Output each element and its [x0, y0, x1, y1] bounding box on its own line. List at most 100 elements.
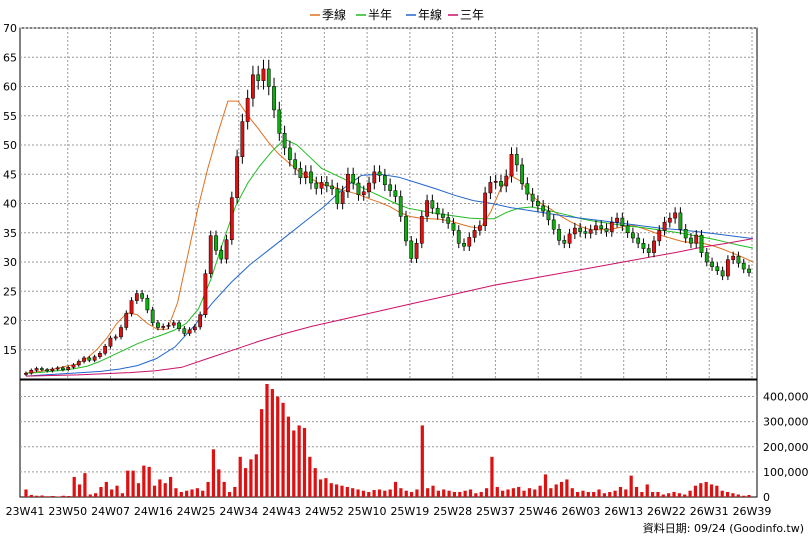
candle-body-135	[736, 255, 741, 264]
x-tick-label-9: 25W19	[390, 505, 429, 518]
price-tick-label-10: 65	[3, 51, 17, 64]
candle-body-24	[150, 309, 155, 324]
candle-body-37	[219, 250, 224, 260]
candle-body-132	[720, 270, 725, 277]
volume-bar-97	[543, 474, 548, 497]
volume-bar-50	[292, 430, 296, 497]
candle-body-21	[134, 293, 139, 301]
candle-body-110	[604, 228, 609, 232]
legend-label-2: 年線	[418, 7, 442, 22]
volume-bar-122	[677, 493, 681, 497]
candle-body-44	[256, 74, 261, 81]
candle-body-69	[388, 184, 393, 191]
volume-bar-59	[340, 485, 344, 497]
price-tick-label-6: 45	[3, 168, 17, 181]
candle-body-109	[599, 225, 604, 229]
volume-bar-92	[517, 486, 521, 497]
candle-body-65	[367, 182, 371, 193]
candle-body-118	[646, 248, 651, 253]
volume-bar-17	[115, 485, 119, 497]
x-tick-label-1: 23W50	[48, 505, 87, 518]
volume-bar-48	[281, 402, 285, 497]
volume-bar-2	[35, 495, 39, 497]
volume-bar-8	[67, 495, 71, 497]
volume-bar-135	[747, 494, 751, 497]
volume-bar-37	[222, 481, 226, 497]
series-line-2	[25, 173, 754, 377]
volume-bar-34	[206, 481, 210, 497]
volume-y-axis: 0 100,000 200,000 300,000 400,000	[763, 391, 808, 504]
candle-body-17	[113, 336, 118, 339]
candle-body-40	[235, 156, 239, 198]
volume-bar-24	[152, 485, 157, 497]
volume-bar-7	[61, 495, 66, 497]
candle-body-73	[409, 240, 414, 259]
candle-body-82	[456, 230, 461, 244]
volume-bar-41	[243, 468, 248, 497]
x-tick-label-14: 26W13	[604, 505, 643, 518]
candle-body-39	[229, 197, 234, 241]
volume-bar-115	[640, 491, 644, 497]
candle-body-14	[97, 353, 102, 358]
candle-body-81	[451, 223, 456, 231]
volume-bar-70	[399, 488, 403, 497]
volume-bar-112	[624, 489, 628, 497]
volume-panel	[19, 379, 758, 498]
x-tick-label-6: 24W43	[262, 505, 301, 518]
volume-bar-33	[201, 490, 205, 497]
volume-tick-label-0: 0	[763, 491, 770, 504]
legend-label-3: 三年	[460, 8, 484, 22]
candle-body-41	[240, 121, 245, 157]
candle-body-137	[747, 268, 751, 273]
candle-body-36	[214, 235, 218, 251]
x-tick-label-10: 25W28	[433, 505, 472, 518]
x-tick-label-17: 26W39	[733, 505, 772, 518]
candle-body-120	[657, 230, 662, 242]
candle-body-16	[108, 337, 113, 347]
candle-body-10	[76, 361, 81, 366]
volume-bar-55	[318, 479, 323, 497]
volume-bar-113	[629, 475, 633, 497]
volume-bar-125	[693, 485, 698, 497]
volume-tick-label-3: 300,000	[763, 416, 808, 429]
price-tick-label-8: 55	[3, 110, 17, 123]
candle-body-68	[382, 175, 387, 186]
candle-body-48	[277, 109, 282, 134]
candle-body-99	[546, 210, 551, 221]
volume-bar-103	[576, 491, 580, 497]
volume-bar-131	[725, 491, 730, 497]
volume-tick-label-2: 200,000	[763, 441, 808, 454]
volume-bar-124	[688, 490, 692, 497]
candle-body-38	[224, 239, 229, 260]
candle-body-74	[414, 243, 419, 259]
volume-bar-116	[645, 484, 649, 497]
volume-bar-133	[736, 494, 740, 497]
candle-body-75	[419, 216, 424, 244]
x-tick-label-16: 26W31	[690, 505, 729, 518]
candle-body-11	[82, 357, 86, 362]
candle-body-2	[34, 368, 39, 371]
legend-label-0: 季線	[322, 7, 346, 22]
x-tick-label-4: 24W25	[177, 505, 216, 518]
volume-bar-95	[533, 489, 537, 497]
candle-body-87	[483, 192, 488, 226]
volume-bar-13	[94, 493, 98, 497]
volume-bar-1	[29, 494, 33, 497]
volume-bar-47	[276, 396, 280, 497]
candle-body-72	[404, 216, 408, 242]
volume-bar-83	[468, 489, 473, 497]
volume-bar-134	[742, 495, 746, 497]
volume-bar-130	[720, 490, 724, 497]
candle-body-35	[208, 235, 213, 274]
candle-body-52	[298, 168, 303, 179]
candle-body-112	[615, 217, 619, 223]
legend: 季線 半年 年線 三年	[310, 7, 484, 22]
x-axis: 23W41 23W50 24W07 24W16 24W25 24W34 24W43 24W52…	[6, 505, 772, 518]
volume-bar-80	[452, 491, 457, 497]
volume-bar-123	[683, 494, 687, 497]
volume-bar-20	[131, 470, 135, 497]
candle-body-32	[192, 326, 197, 331]
volume-bar-68	[388, 489, 392, 497]
x-tick-label-7: 24W52	[305, 505, 344, 518]
candle-body-49	[282, 133, 287, 149]
